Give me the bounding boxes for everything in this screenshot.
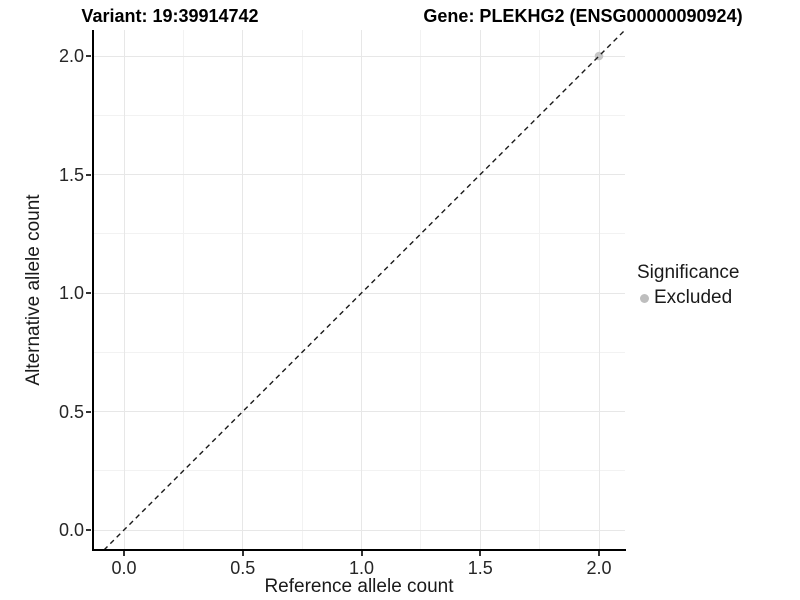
gridline-minor-vertical: [420, 30, 422, 550]
title-variant: Variant: 19:39914742: [81, 6, 259, 26]
plot-panel: [93, 30, 625, 550]
legend-title: Significance: [637, 262, 740, 283]
x-tick-label: 0.5: [230, 558, 256, 578]
x-tick-mark: [479, 551, 482, 556]
legend-item-excluded: Excluded: [640, 287, 739, 309]
gridline-major-vertical: [242, 30, 244, 550]
x-tick-label: 1.5: [467, 558, 493, 578]
plot-layer: [103, 30, 625, 550]
y-tick-label: 2.0: [58, 46, 84, 66]
x-tick-mark: [123, 551, 125, 556]
gridline-minor-vertical: [182, 30, 184, 550]
y-axis-line: [91, 30, 94, 551]
gridline-major-vertical: [123, 30, 125, 550]
gridline-minor-horizontal: [93, 351, 625, 353]
y-tick-label: 1.0: [58, 283, 84, 303]
gridline-major-horizontal: [93, 411, 625, 412]
legend-entry-label: Excluded: [654, 287, 733, 308]
gridline-major-vertical: [479, 30, 481, 550]
x-tick-label: 0.0: [111, 558, 137, 578]
y-tick-mark: [86, 173, 91, 176]
x-tick-label: 1.0: [348, 558, 375, 578]
y-tick-mark: [86, 410, 91, 413]
x-tick-mark: [241, 551, 244, 556]
legend: Significance Excluded: [637, 262, 739, 309]
diagonal-reference-line: [103, 30, 625, 550]
gridline-minor-horizontal: [93, 470, 625, 472]
y-tick-mark: [86, 292, 91, 294]
y-tick-label: 0.5: [58, 401, 84, 422]
x-axis-title: Reference allele count: [264, 576, 454, 597]
gridline-major-vertical: [598, 30, 600, 550]
gridline-major-horizontal: [93, 174, 625, 175]
y-tick-label: 1.5: [58, 164, 84, 185]
y-tick-mark: [86, 529, 91, 531]
legend-marker: [640, 293, 649, 303]
x-tick-mark: [360, 551, 363, 556]
gridline-minor-horizontal: [93, 114, 625, 116]
gridline-major-horizontal: [93, 529, 625, 531]
x-axis-line: [91, 549, 626, 551]
title-gene: Gene: PLEKHG2 (ENSG00000090924): [423, 6, 743, 26]
y-tick-label: 0.0: [58, 520, 84, 540]
gridline-minor-vertical: [301, 30, 303, 550]
gridline-major-vertical: [361, 30, 362, 550]
gridline-major-horizontal: [93, 292, 625, 294]
x-tick-mark: [598, 551, 600, 556]
y-tick-mark: [86, 55, 91, 57]
gridline-minor-vertical: [539, 30, 541, 550]
legend-entries: Excluded: [637, 287, 739, 309]
gridline-minor-horizontal: [93, 233, 625, 235]
gridline-major-horizontal: [93, 55, 625, 57]
x-tick-label: 2.0: [586, 558, 612, 578]
